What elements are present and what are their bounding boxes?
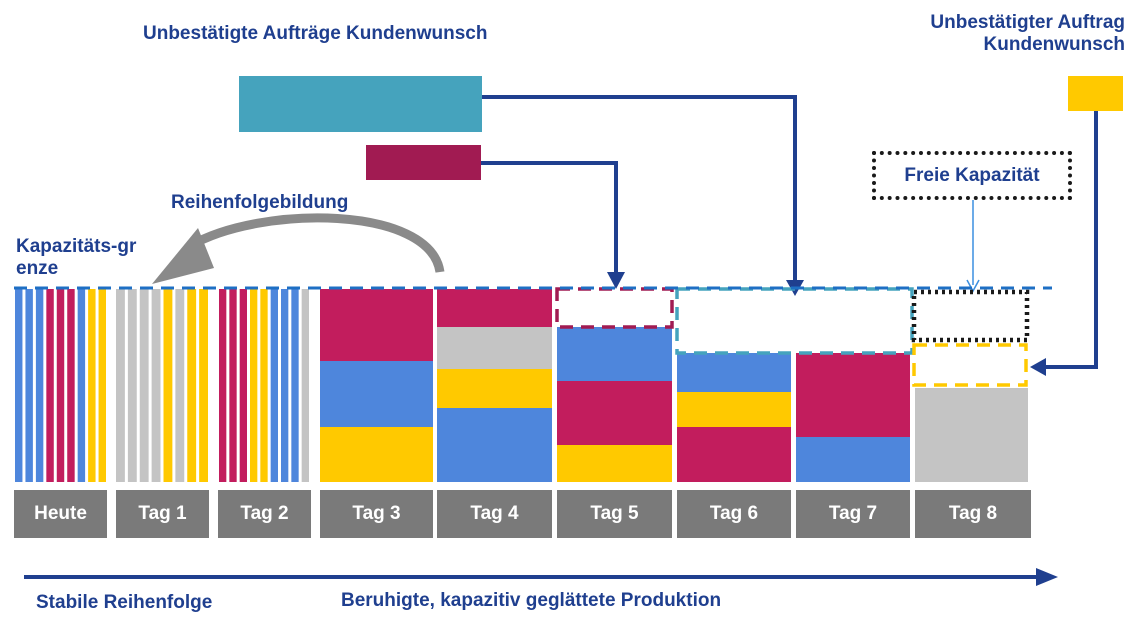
unconfirmed-order-yellow xyxy=(1068,76,1123,111)
bar-tag1-4 xyxy=(163,289,173,482)
bar-tag2-1 xyxy=(229,289,237,482)
bar-heute-4 xyxy=(56,289,65,482)
reserved-slot-wine xyxy=(555,287,674,329)
reserved-slot-yellow xyxy=(912,343,1028,387)
unconfirmed-order-wine xyxy=(366,145,481,180)
sequencing-label: Reihenfolgebildung xyxy=(171,192,349,213)
unconfirmed-order-teal xyxy=(239,76,482,132)
free-capacity-slot xyxy=(911,289,1030,343)
bar-heute-2 xyxy=(35,289,44,482)
day-label-heute: Heute xyxy=(14,490,107,538)
block-tag6-0 xyxy=(677,353,791,392)
bar-heute-8 xyxy=(98,289,106,482)
bar-tag2-0 xyxy=(219,289,227,482)
bar-tag1-6 xyxy=(187,289,197,482)
timeline-arrowhead xyxy=(1036,568,1058,586)
bar-tag1-2 xyxy=(139,289,149,482)
free-capacity-label: Freie Kapazität xyxy=(904,164,1040,186)
arrowhead-wine xyxy=(607,272,625,289)
sequencing-arrowhead xyxy=(152,228,214,284)
stable-sequence-label: Stabile Reihenfolge xyxy=(36,592,213,613)
block-tag7-1 xyxy=(796,437,910,482)
arrowhead-yellow xyxy=(1030,358,1046,376)
arrow-teal-to-tag6 xyxy=(482,95,797,282)
bar-tag2-3 xyxy=(250,289,258,482)
day-label-tag2: Tag 2 xyxy=(218,490,311,538)
block-tag3-0 xyxy=(320,289,433,361)
day-label-tag1: Tag 1 xyxy=(116,490,209,538)
free-capacity-box: Freie Kapazität xyxy=(872,151,1072,200)
bar-tag2-8 xyxy=(301,289,309,482)
bar-heute-7 xyxy=(88,289,96,482)
day-label-tag4: Tag 4 xyxy=(437,490,552,538)
unconfirmed-order-right-label: Unbestätigter Auftrag Kundenwunsch xyxy=(930,12,1125,55)
block-tag3-1 xyxy=(320,361,433,427)
bar-heute-1 xyxy=(25,289,33,482)
bar-tag1-3 xyxy=(151,289,161,482)
block-tag4-2 xyxy=(437,369,552,408)
smoothed-production-label: Beruhigte, kapazitiv geglättete Produkti… xyxy=(341,590,722,611)
production-bars xyxy=(15,289,1028,482)
arrow-wine-to-tag5 xyxy=(481,161,618,274)
block-tag4-1 xyxy=(437,327,552,369)
bar-tag1-7 xyxy=(199,289,208,482)
block-tag8-0 xyxy=(915,388,1028,482)
day-label-tag5: Tag 5 xyxy=(557,490,672,538)
capacity-limit-label: Kapazitäts-grenze xyxy=(16,236,137,279)
bar-tag1-1 xyxy=(127,289,137,482)
bar-heute-6 xyxy=(77,289,86,482)
bar-tag1-5 xyxy=(175,289,185,482)
block-tag6-2 xyxy=(677,427,791,482)
block-tag3-2 xyxy=(320,427,433,482)
bar-tag1-0 xyxy=(116,289,125,482)
unconfirmed-orders-label: Unbestätigte Aufträge Kundenwunsch xyxy=(143,23,488,44)
bar-tag2-6 xyxy=(281,289,289,482)
block-tag7-0 xyxy=(796,353,910,437)
bar-tag2-2 xyxy=(239,289,247,482)
block-tag4-0 xyxy=(437,289,552,327)
block-tag5-0 xyxy=(557,327,672,381)
sequencing-arrow xyxy=(187,213,445,274)
arrow-yellow-to-tag8 xyxy=(1044,111,1098,369)
day-label-tag6: Tag 6 xyxy=(677,490,791,538)
block-tag5-1 xyxy=(557,381,672,445)
block-tag4-3 xyxy=(437,408,552,482)
bar-tag2-7 xyxy=(291,289,299,482)
block-tag5-2 xyxy=(557,445,672,482)
bar-heute-0 xyxy=(15,289,23,482)
block-tag6-1 xyxy=(677,392,791,427)
bar-heute-5 xyxy=(67,289,75,482)
day-label-tag3: Tag 3 xyxy=(320,490,433,538)
bar-heute-3 xyxy=(46,289,54,482)
bar-tag2-4 xyxy=(260,289,268,482)
bar-tag2-5 xyxy=(270,289,278,482)
reserved-slot-teal xyxy=(675,287,914,355)
day-label-tag7: Tag 7 xyxy=(796,490,910,538)
day-label-tag8: Tag 8 xyxy=(915,490,1031,538)
